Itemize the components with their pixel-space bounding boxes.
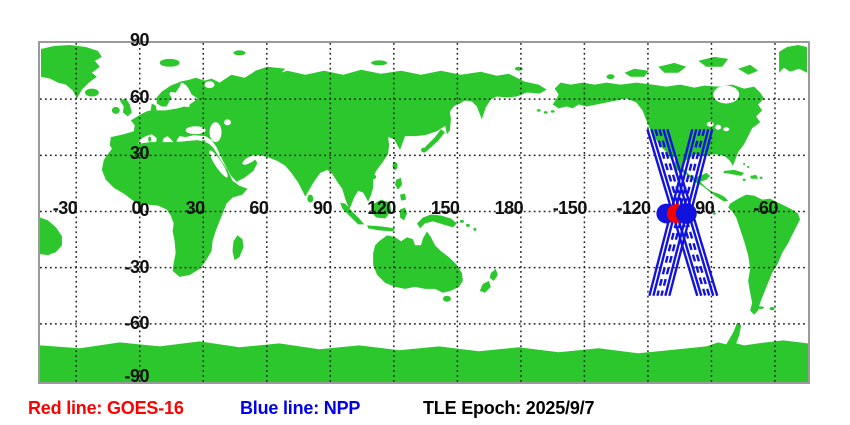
white-sea <box>204 81 215 89</box>
antarctica <box>40 322 808 382</box>
islands <box>111 56 775 311</box>
falklands <box>769 306 775 311</box>
great-lake-2 <box>715 124 722 130</box>
brazil-wrap-left <box>40 217 62 256</box>
new-siberian-is <box>371 60 388 66</box>
banks-island <box>606 74 615 80</box>
orbit-tracks-svg <box>646 128 719 297</box>
bahamas-1 <box>742 162 746 165</box>
red-sea <box>209 150 228 178</box>
legend-npp: Blue line: NPP <box>240 398 361 418</box>
black-sea <box>185 126 206 135</box>
eurasia <box>109 69 547 210</box>
ireland <box>111 106 120 114</box>
npp-marker-right <box>675 203 697 224</box>
south-america <box>728 194 801 315</box>
galapagos <box>712 212 716 215</box>
wrangel-is <box>514 66 523 71</box>
nz-north-island <box>489 269 498 281</box>
persian-gulf <box>242 155 257 165</box>
mindanao <box>400 193 407 201</box>
aleutian-1 <box>536 109 541 112</box>
south-georgia <box>756 306 765 309</box>
tasmania <box>442 295 451 302</box>
solomon-1 <box>459 219 464 223</box>
java <box>367 225 396 232</box>
honshu <box>424 129 445 152</box>
legend-goes16: Red line: GOES-16 <box>28 398 184 418</box>
greenland-west <box>40 44 102 99</box>
sea-of-okhotsk <box>448 103 470 129</box>
svalbard <box>159 58 180 67</box>
uk <box>119 98 132 117</box>
sri-lanka <box>307 194 314 203</box>
solomon-2 <box>465 223 470 227</box>
sicily <box>154 141 159 145</box>
arctic-island-3 <box>698 56 729 67</box>
australia <box>373 231 463 293</box>
bahamas-2 <box>746 165 750 168</box>
cuba <box>723 169 745 176</box>
arctic-island-2 <box>658 62 687 73</box>
greenland-east-wrap <box>779 44 808 73</box>
luzon <box>395 177 403 190</box>
legend-tle-epoch: TLE Epoch: 2025/9/7 <box>423 398 595 418</box>
aleutian-3 <box>550 110 555 113</box>
nz-south-island <box>479 280 491 293</box>
gulf-of-bothnia <box>180 82 188 95</box>
madagascar <box>232 235 244 261</box>
crete <box>179 144 184 147</box>
new-guinea <box>417 214 457 229</box>
caspian-sea <box>209 122 222 143</box>
aral-sea <box>224 119 232 126</box>
solomon-3 <box>473 227 477 231</box>
arctic-island-1 <box>624 68 649 77</box>
kyushu <box>421 147 427 153</box>
hainan <box>370 174 377 180</box>
jamaica <box>742 178 746 181</box>
cyprus <box>201 140 206 143</box>
hokkaido <box>438 117 449 128</box>
great-lake-3 <box>723 127 730 132</box>
aleutian-2 <box>543 111 548 114</box>
sardinia <box>148 136 152 142</box>
franz-josef <box>233 50 246 56</box>
iceland <box>84 88 99 97</box>
arctic-island-4 <box>738 64 759 75</box>
hispaniola <box>750 174 759 179</box>
borneo <box>371 199 392 219</box>
africa <box>101 140 248 277</box>
sumatra <box>340 202 365 225</box>
world-map: -30 0 30 60 90 120 150 180 -150 -120 -90 -60 90 60 30 0… <box>38 31 810 385</box>
puerto-rico <box>759 176 763 179</box>
